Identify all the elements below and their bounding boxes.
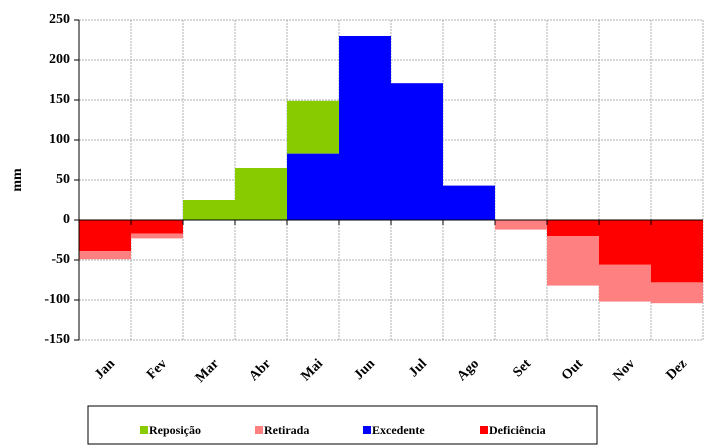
bar-segment (391, 83, 443, 220)
legend-swatch (140, 426, 148, 434)
bar-segment (131, 220, 183, 234)
legend-label: Excedente (372, 423, 425, 437)
x-tick-label: Mai (298, 356, 326, 384)
bar-segment (287, 100, 339, 154)
y-tick-label: 150 (49, 92, 70, 107)
legend-label: Reposição (149, 423, 201, 437)
y-tick-label: 100 (49, 132, 70, 147)
grid-layer (79, 19, 704, 341)
bar-segment (599, 220, 651, 265)
x-tick-label: Jan (92, 356, 118, 382)
bar-segment (287, 153, 339, 220)
x-tick-label: Jul (406, 356, 430, 380)
bar-segment (651, 220, 703, 283)
x-tick-label: Ago (454, 356, 482, 384)
x-tick-label: Out (559, 356, 586, 383)
legend-label: Deficiência (489, 423, 546, 437)
x-tick-label: Dez (664, 356, 691, 383)
x-tick-label: Jun (352, 356, 379, 383)
y-tick-label: -100 (44, 292, 70, 307)
x-tick-label: Abr (246, 356, 274, 384)
x-tick-label: Set (510, 356, 534, 380)
bar-segment (651, 282, 703, 304)
legend-swatch (480, 426, 488, 434)
y-tick-label: 200 (49, 52, 70, 67)
y-tick-label: -150 (44, 332, 70, 347)
bar-segment (443, 185, 495, 220)
legend-box (87, 405, 598, 445)
y-tick-label: 50 (56, 172, 70, 187)
bar-segment (339, 36, 391, 220)
bar-segment (547, 236, 599, 286)
y-axis-label: mm (10, 168, 25, 192)
bar-segment (235, 168, 287, 220)
bar-segment (131, 233, 183, 239)
legend-swatch (255, 426, 263, 434)
legend: Reposição Retirada Excedente Deficiência (140, 423, 546, 437)
bar-segment (79, 220, 131, 252)
y-tick-label: 0 (63, 212, 70, 227)
x-tick-label: Mar (193, 356, 222, 385)
bar-segment (495, 220, 547, 230)
x-tick-label: Nov (610, 356, 638, 384)
x-tick-label: Fev (144, 356, 170, 382)
bar-segment (183, 200, 235, 220)
y-tick-label: 250 (49, 12, 70, 27)
y-tick-label: -50 (51, 252, 70, 267)
bar-segment (79, 251, 131, 260)
bars (79, 36, 703, 304)
legend-label: Retirada (264, 423, 309, 437)
bar-segment (599, 264, 651, 302)
legend-swatch (363, 426, 371, 434)
bar-segment (547, 220, 599, 236)
